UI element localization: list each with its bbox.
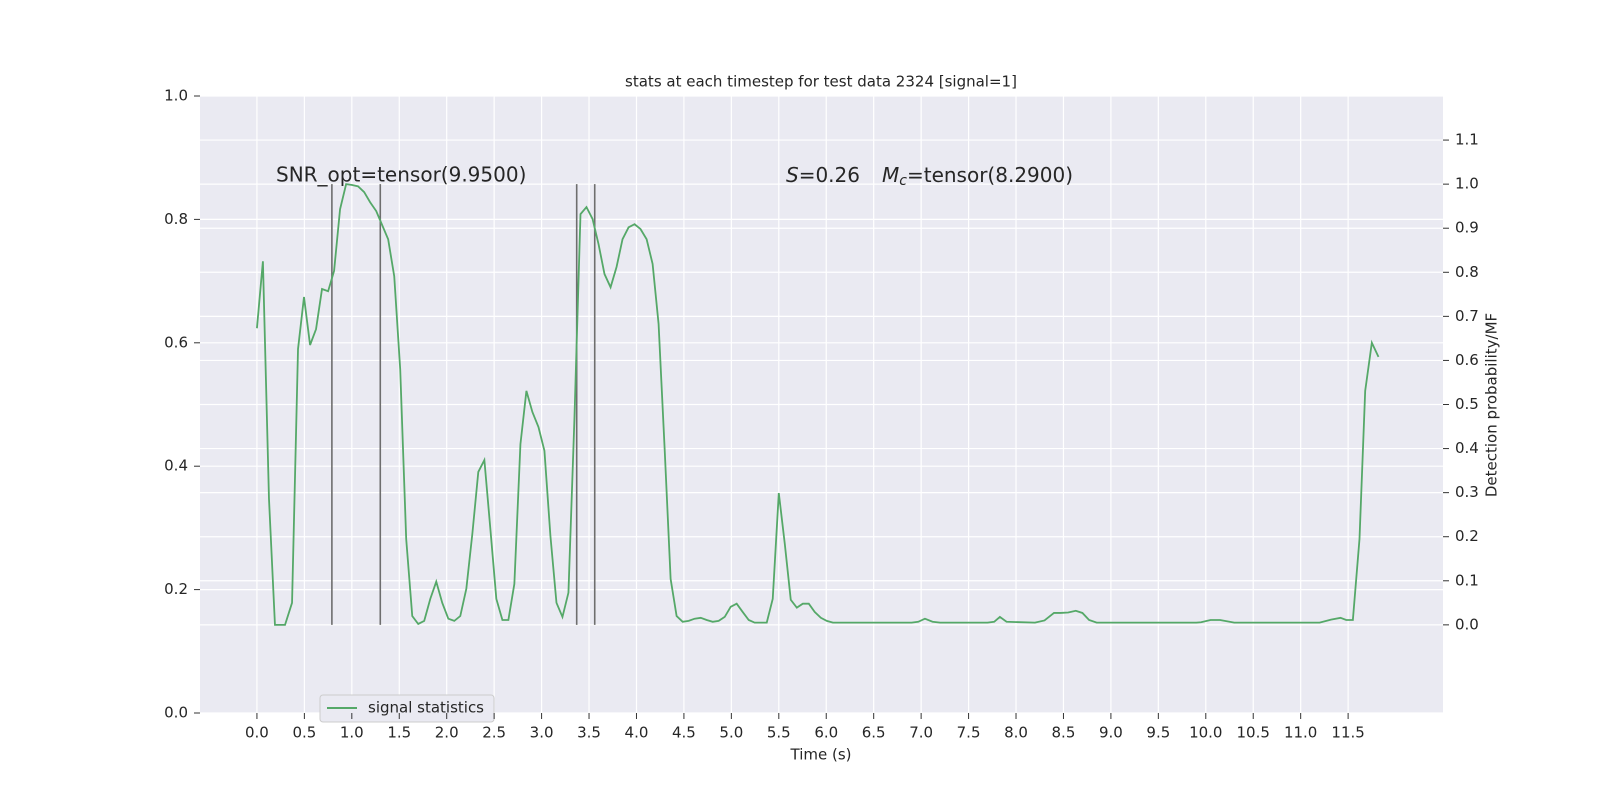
x-tick-label: 1.0 [340,724,364,742]
marks [256,183,1380,626]
x-tick-label: 10.0 [1189,724,1222,742]
x-tick-label: 4.5 [672,724,696,742]
x-tick-label: 8.0 [1004,724,1028,742]
x-tick-label: 11.5 [1331,724,1364,742]
y2-tick-label: 0.2 [1455,527,1479,545]
y-tick-label: 1.0 [164,87,188,105]
x-tick-label: 4.0 [625,724,649,742]
y2-tick-label: 0.9 [1455,219,1479,237]
y2-tick-label: 0.3 [1455,483,1479,501]
y2-tick-label: 0.4 [1455,439,1479,457]
chart-title: stats at each timestep for test data 232… [625,73,1017,91]
y-tick-label: 0.6 [164,333,188,351]
x-tick-label: 6.5 [862,724,886,742]
annotation-part: M [882,163,899,187]
x-tick-label: 3.5 [577,724,601,742]
x-tick-label: 7.0 [909,724,933,742]
x-tick-label: 3.0 [530,724,554,742]
y2-tick-label: 1.0 [1455,175,1479,193]
x-tick-label: 9.5 [1146,724,1170,742]
x-tick-label: 0.5 [292,724,316,742]
y2-tick-label: 0.0 [1455,615,1479,633]
x-tick-label: 0.0 [245,724,269,742]
x-tick-label: 1.5 [387,724,411,742]
grid [200,95,1443,714]
x-tick-label: 5.0 [719,724,743,742]
x-tick-label: 6.0 [814,724,838,742]
y-tick-label: 0.4 [164,457,188,475]
x-tick-label: 2.5 [482,724,506,742]
y2-tick-label: 0.8 [1455,263,1479,281]
annotation-part: c [899,173,907,189]
y-tick-label: 0.8 [164,210,188,228]
x-tick-label: 10.5 [1237,724,1270,742]
x-tick-label: 9.0 [1099,724,1123,742]
y2-tick-label: 0.7 [1455,307,1479,325]
legend: signal statistics [319,694,495,723]
x-tick-label: 7.5 [957,724,981,742]
x-tick-label: 2.0 [435,724,459,742]
annotation: SNR_opt=tensor(9.9500) [276,163,526,187]
annotation: S=0.26 Mc=tensor(8.2900) [786,163,1073,190]
annotation-part: =tensor(8.2900) [907,163,1073,187]
y-tick-label: 0.0 [164,704,188,722]
legend-label: signal statistics [368,699,484,717]
y-tick-label: 0.2 [164,580,188,598]
y2-axis-label: Detection probability/MF [1483,313,1501,497]
y2-tick-label: 0.6 [1455,351,1479,369]
y2-tick-label: 0.1 [1455,571,1479,589]
x-tick-label: 8.5 [1052,724,1076,742]
y2-tick-label: 1.1 [1455,131,1479,149]
series-line [256,183,1380,626]
x-tick-label: 5.5 [767,724,791,742]
x-axis-label: Time (s) [790,746,852,764]
annotation-part: S [786,163,799,187]
annotation-part: =0.26 [799,163,860,187]
y2-tick-label: 0.5 [1455,395,1479,413]
legend-box [319,694,495,723]
x-tick-label: 11.0 [1284,724,1317,742]
